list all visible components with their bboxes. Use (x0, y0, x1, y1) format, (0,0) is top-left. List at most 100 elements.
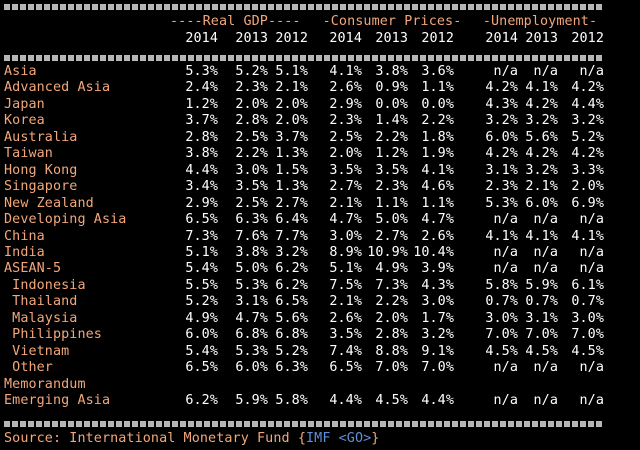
table-cell: 7.6% (235, 228, 268, 244)
table-cell: 1.1% (375, 195, 408, 211)
table-cell: 3.2% (571, 113, 604, 129)
row-label: Indonesia (4, 277, 86, 293)
table-cell: 4.2% (571, 80, 604, 96)
table-cell: 3.6% (421, 64, 454, 79)
table-cell: 5.6% (275, 310, 308, 326)
table-cell: 1.9% (421, 146, 454, 162)
table-row: Advanced Asia 2.4% 2.3% 2.1% 2.6% 0.9% 1.1% 4.2… (0, 80, 640, 97)
table-cell: 6.5% (185, 212, 218, 228)
table-row: Vietnam 5.4% 5.3% 5.2% 7.4% 8.8% 9.1% 4.5% 4.5% 4… (0, 344, 640, 361)
table-row: New Zealand 2.9% 2.5% 2.7% 2.1% 1.1% 1.1% 5.3% 6… (0, 196, 640, 213)
table-cell: 10.9% (367, 244, 408, 260)
table-cell: 3.2% (275, 244, 308, 260)
table-cell: 1.3% (275, 179, 308, 195)
year-label: 2013 (525, 31, 558, 46)
table-cell: 3.7% (275, 129, 308, 145)
year-label: 2012 (571, 31, 604, 46)
table-cell: 2.3% (375, 179, 408, 195)
table-cell: 3.5% (375, 162, 408, 178)
table-cell: 5.3% (235, 343, 268, 359)
table-cell: 4.1% (421, 162, 454, 178)
table-cell: 6.5% (329, 360, 362, 376)
table-cell: 9.1% (421, 343, 454, 359)
table-cell: 4.5% (485, 343, 518, 359)
table-cell: 3.1% (525, 310, 558, 326)
table-cell: 4.1% (525, 228, 558, 244)
row-label: Philippines (4, 327, 102, 343)
table-cell: n/a (533, 212, 558, 228)
table-cell: n/a (493, 360, 518, 376)
table-cell: 5.1% (185, 244, 218, 260)
table-cell: 5.8% (275, 393, 308, 408)
table-row: Indonesia 5.5% 5.3% 6.2% 7.5% 7.3% 4.3% 5.8% 5.9… (0, 278, 640, 295)
table-cell: 3.3% (571, 162, 604, 178)
table-cell: 4.5% (571, 343, 604, 359)
table-cell: 2.3% (485, 179, 518, 195)
row-label: Malaysia (4, 310, 78, 326)
table-cell: 0.9% (375, 80, 408, 96)
table-cell: 5.1% (275, 64, 308, 79)
table-cell: 7.3% (185, 228, 218, 244)
table-cell: 2.1% (329, 195, 362, 211)
table-row: Memorandum (0, 377, 640, 394)
header-real-gdp: ----Real GDP---- (170, 14, 301, 29)
table-cell: 4.1% (525, 80, 558, 96)
table-cell: 2.6% (329, 310, 362, 326)
row-label: Emerging Asia (4, 393, 111, 408)
row-label: China (4, 228, 45, 244)
row-label: Korea (4, 113, 45, 129)
table-cell: n/a (493, 212, 518, 228)
table-cell: n/a (493, 393, 518, 408)
table-cell: 1.5% (275, 162, 308, 178)
table-cell: 4.7% (421, 212, 454, 228)
top-divider (4, 4, 604, 10)
table-cell: 6.2% (185, 393, 218, 408)
table-cell: 2.2% (375, 294, 408, 310)
table-cell: 0.0% (375, 96, 408, 112)
table-cell: 3.5% (235, 179, 268, 195)
row-label: Advanced Asia (4, 80, 111, 96)
table-cell: 3.5% (329, 327, 362, 343)
row-label: Asia (4, 64, 37, 79)
table-cell: 2.2% (375, 129, 408, 145)
imf-go-link[interactable]: IMF <GO> (306, 431, 372, 446)
table-cell: 3.0% (485, 310, 518, 326)
table-cell: 2.4% (185, 80, 218, 96)
table-cell: 4.4% (185, 162, 218, 178)
table-cell: 3.0% (571, 310, 604, 326)
table-cell: 3.8% (235, 244, 268, 260)
table-cell: 5.2% (571, 129, 604, 145)
table-cell: 2.3% (329, 113, 362, 129)
table-cell: 6.1% (571, 277, 604, 293)
table-cell: 2.1% (275, 80, 308, 96)
table-cell: 3.2% (421, 327, 454, 343)
table-row: Australia 2.8% 2.5% 3.7% 2.5% 2.2% 1.8% 6.0% 5.6… (0, 130, 640, 147)
table-cell: 6.0% (485, 129, 518, 145)
table-cell: 5.2% (185, 294, 218, 310)
table-cell: 2.0% (275, 113, 308, 129)
table-cell: 4.5% (525, 343, 558, 359)
table-cell: 2.8% (185, 129, 218, 145)
bottom-divider (4, 421, 604, 427)
table-row: Taiwan 3.8% 2.2% 1.3% 2.0% 1.2% 1.9% 4.2% 4.2% 4.… (0, 146, 640, 163)
table-cell: 2.1% (525, 179, 558, 195)
table-cell: 6.0% (185, 327, 218, 343)
table-row: Singapore 3.4% 3.5% 1.3% 2.7% 2.3% 4.6% 2.3% 2.1… (0, 179, 640, 196)
table-cell: 6.8% (275, 327, 308, 343)
table-cell: 7.0% (421, 360, 454, 376)
table-cell: 2.7% (275, 195, 308, 211)
table-cell: 5.2% (235, 64, 268, 79)
table-cell: 4.3% (421, 277, 454, 293)
table-cell: 2.2% (421, 113, 454, 129)
table-cell: 1.2% (375, 146, 408, 162)
table-cell: 4.1% (485, 228, 518, 244)
table-cell: n/a (579, 261, 604, 277)
table-row: Emerging Asia 6.2% 5.9% 5.8% 4.4% 4.5% 4.4% n/a… (0, 393, 640, 410)
table-cell: 6.4% (275, 212, 308, 228)
table-cell: 3.9% (421, 261, 454, 277)
table-cell: 3.5% (329, 162, 362, 178)
table-cell: 1.7% (421, 310, 454, 326)
table-cell: 1.4% (375, 113, 408, 129)
header-unemployment: -Unemployment- (482, 14, 598, 29)
table-cell: 3.0% (329, 228, 362, 244)
